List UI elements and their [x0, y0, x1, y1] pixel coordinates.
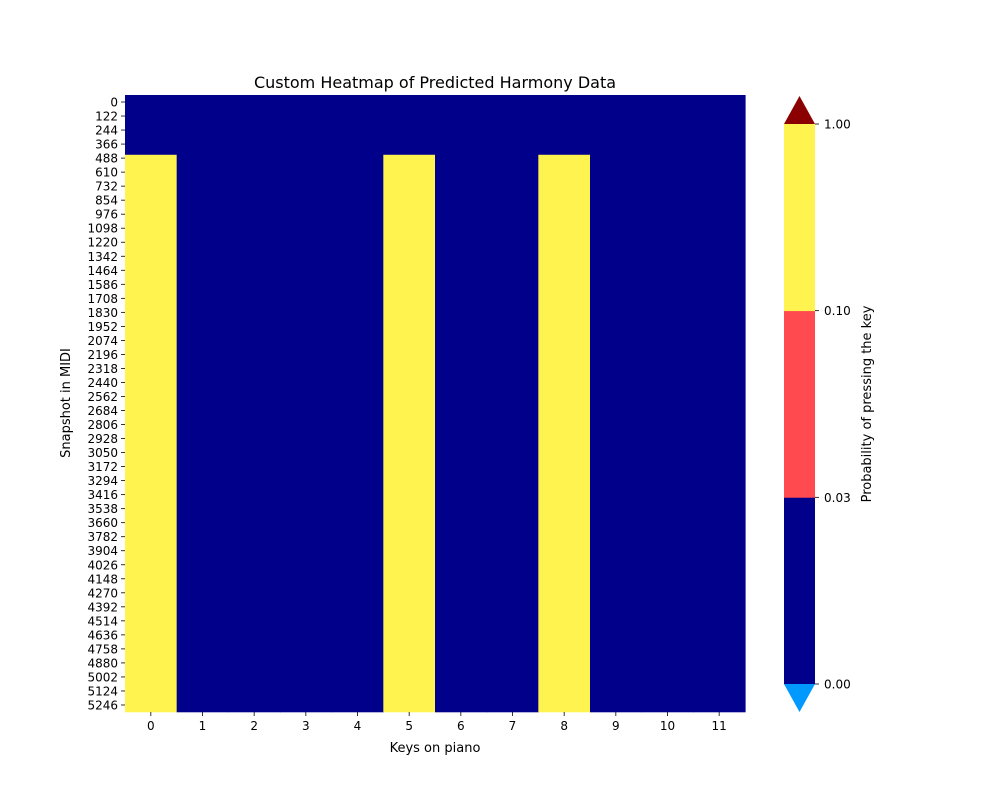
y-tick-label: 5246: [87, 698, 118, 712]
colorbar-tick-label: 0.03: [824, 491, 851, 505]
y-tick-label: 1708: [87, 292, 118, 306]
heatmap-cell-key-8-10: [538, 95, 591, 156]
heatmap-cell-key-5-7: [383, 154, 436, 713]
x-tick-label: 6: [457, 719, 465, 733]
heatmap-cell-key-2-3: [228, 95, 281, 713]
y-tick-label: 1830: [87, 306, 118, 320]
x-tick-label: 7: [509, 719, 517, 733]
heatmap-cell-key-0-1: [125, 154, 178, 713]
y-tick-label: 4026: [87, 558, 118, 572]
y-tick-label: 1952: [87, 320, 118, 334]
x-tick-label: 8: [560, 719, 568, 733]
colorbar-bin-2: [784, 124, 815, 312]
heatmap-cell-key-4-5: [331, 95, 384, 713]
y-axis-ticks: 0122244366488610732854976109812201342146…: [87, 96, 125, 712]
y-tick-label: 5002: [87, 670, 118, 684]
y-tick-label: 3416: [87, 488, 118, 502]
y-tick-label: 244: [95, 124, 118, 138]
y-tick-label: 2440: [87, 376, 118, 390]
y-tick-label: 5124: [87, 684, 118, 698]
heatmap-cell-key-8-11: [538, 154, 591, 713]
y-tick-label: 4880: [87, 656, 118, 670]
x-tick-label: 10: [660, 719, 675, 733]
heatmap-cell-key-10-13: [641, 95, 694, 713]
y-tick-label: 854: [95, 194, 118, 208]
x-tick-label: 0: [147, 719, 155, 733]
y-tick-label: 2928: [87, 432, 118, 446]
y-tick-label: 122: [95, 110, 118, 124]
y-tick-label: 3294: [87, 474, 118, 488]
y-tick-label: 2562: [87, 390, 118, 404]
y-tick-label: 1342: [87, 250, 118, 264]
y-tick-label: 3904: [87, 544, 118, 558]
x-axis-ticks: 0 1 2 3 4 5 6 7 8 9 10 11: [147, 712, 727, 733]
x-tick-label: 4: [354, 719, 362, 733]
heatmap-cell-key-5-6: [383, 95, 436, 156]
y-tick-label: 1464: [87, 264, 118, 278]
x-axis-label: Keys on piano: [390, 741, 481, 756]
heatmap-cells: [125, 95, 746, 713]
y-axis-label: Snapshot in MIDI: [59, 348, 74, 458]
colorbar-under-arrow: [784, 684, 815, 712]
y-tick-label: 4148: [87, 572, 118, 586]
y-tick-label: 2806: [87, 418, 118, 432]
y-tick-label: 0: [110, 96, 118, 110]
y-tick-label: 3538: [87, 502, 118, 516]
colorbar-bin-1: [784, 310, 815, 498]
y-tick-label: 4392: [87, 600, 118, 614]
y-tick-label: 2684: [87, 404, 118, 418]
y-tick-label: 3660: [87, 516, 118, 530]
colorbar-tick-label: 0.10: [824, 304, 851, 318]
chart-title: Custom Heatmap of Predicted Harmony Data: [254, 73, 616, 92]
y-tick-label: 3050: [87, 446, 118, 460]
heatmap-cell-key-9-12: [590, 95, 643, 713]
x-tick-label: 9: [612, 719, 620, 733]
y-tick-label: 4270: [87, 586, 118, 600]
y-tick-label: 366: [95, 138, 118, 152]
colorbar-tick-label: 1.00: [824, 118, 851, 132]
y-tick-label: 3782: [87, 530, 118, 544]
heatmap-cell-key-3-4: [280, 95, 333, 713]
colorbar-bin-0: [784, 497, 815, 685]
heatmap-cell-key-7-9: [486, 95, 539, 713]
x-tick-label: 1: [199, 719, 207, 733]
x-tick-label: 3: [302, 719, 310, 733]
heatmap-cell-key-11-14: [693, 95, 746, 713]
heatmap-cell-key-0-0: [125, 95, 178, 156]
y-tick-label: 4514: [87, 614, 118, 628]
y-tick-label: 732: [95, 180, 118, 194]
y-tick-label: 4636: [87, 628, 118, 642]
x-tick-label: 2: [250, 719, 258, 733]
y-tick-label: 1220: [87, 236, 118, 250]
y-tick-label: 3172: [87, 460, 118, 474]
colorbar-tick-label: 0.00: [824, 678, 851, 692]
colorbar-label: Probability of pressing the key: [860, 305, 875, 502]
y-tick-label: 2318: [87, 362, 118, 376]
y-tick-label: 2196: [87, 348, 118, 362]
colorbar: 0.00 0.03 0.10 1.00: [784, 96, 851, 712]
y-tick-label: 4758: [87, 642, 118, 656]
heatmap-cell-key-6-8: [435, 95, 488, 713]
y-tick-label: 610: [95, 166, 118, 180]
y-tick-label: 1586: [87, 278, 118, 292]
y-tick-label: 2074: [87, 334, 118, 348]
y-tick-label: 1098: [87, 222, 118, 236]
x-tick-label: 5: [405, 719, 413, 733]
x-tick-label: 11: [712, 719, 727, 733]
y-tick-label: 976: [95, 208, 118, 222]
heatmap-cell-key-1-2: [176, 95, 229, 713]
y-tick-label: 488: [95, 152, 118, 166]
colorbar-over-arrow: [784, 96, 815, 124]
